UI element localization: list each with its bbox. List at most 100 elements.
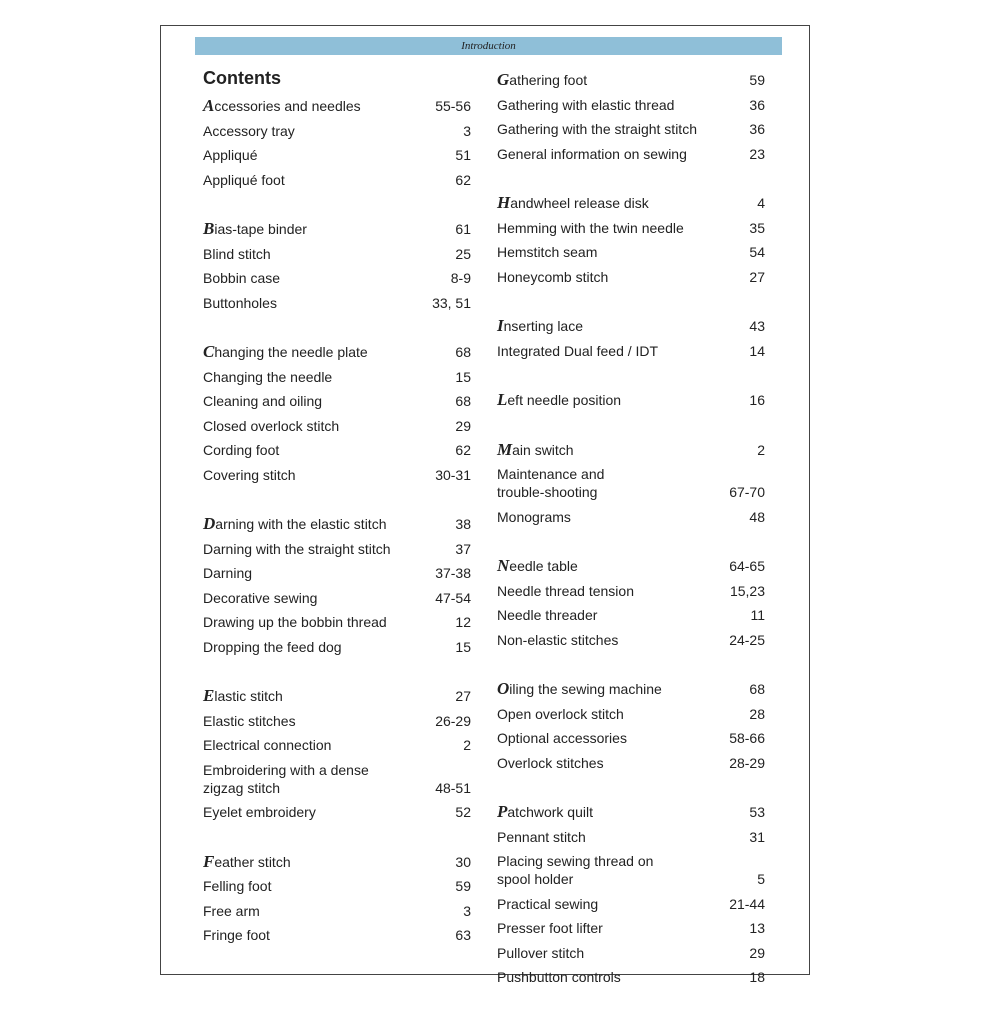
entry-label: Overlock stitches xyxy=(497,754,604,771)
index-entry: Gathering with elastic thread 36 xyxy=(497,92,765,117)
contents-title: Contents xyxy=(203,67,281,88)
entry-page: 36 xyxy=(749,96,765,113)
entry-page: 35 xyxy=(749,219,765,236)
index-entry: Accessories and needles 55-56 xyxy=(203,94,471,119)
entry-page: 14 xyxy=(749,342,765,359)
index-entry: Overlock stitches 28-29 xyxy=(497,750,765,775)
index-entry: Honeycomb stitch 27 xyxy=(497,264,765,289)
entry-page: 21-44 xyxy=(729,895,765,912)
index-entry: Darning with the elastic stitch 38 xyxy=(203,512,471,537)
entry-page: 3 xyxy=(463,902,471,919)
entry-page: 15,23 xyxy=(729,582,765,599)
entry-label: Honeycomb stitch xyxy=(497,268,609,285)
entry-label: Practical sewing xyxy=(497,895,599,912)
entry-label: Darning with the elastic stitch xyxy=(203,514,387,533)
entry-label: Bobbin case xyxy=(203,270,281,286)
index-entry: Drawing up the bobbin thread 12 xyxy=(203,610,471,635)
entry-label: Gathering with elastic thread xyxy=(497,96,675,113)
index-entry: Patchwork quilt 53 xyxy=(497,800,765,825)
entry-label: Appliqué foot xyxy=(203,171,285,188)
entry-page: 13 xyxy=(749,920,765,936)
index-group: Inserting lace 43 Integrated Dual feed / I… xyxy=(497,314,765,363)
entry-page: 15 xyxy=(455,368,471,385)
entry-label: Oiling the sewing machine xyxy=(497,679,662,698)
entry-label: Pushbutton controls xyxy=(497,969,621,985)
index-entry: Gathering foot 59 xyxy=(497,68,765,93)
index-entry: Pullover stitch 29 xyxy=(497,940,765,965)
entry-page: 2 xyxy=(757,441,765,458)
index-entry: Practical sewing 21-44 xyxy=(497,891,765,916)
index-entry: Buttonholes 33, 51 xyxy=(203,290,471,315)
index-group: Handwheel release disk 4 Hemming with the … xyxy=(497,191,765,289)
entry-label: Darning with the straight stitch xyxy=(203,540,391,557)
index-entry: Needle thread tension 15,23 xyxy=(497,578,765,603)
index-entry: Inserting lace 43 xyxy=(497,314,765,339)
index-entry: Hemming with the twin needle 35 xyxy=(497,215,765,240)
entry-page: 58-66 xyxy=(729,730,765,746)
index-group: Left needle position 16 xyxy=(497,388,765,413)
index-entry: Open overlock stitch 28 xyxy=(497,701,765,726)
entry-page: 30 xyxy=(455,853,471,870)
entry-label: Covering stitch xyxy=(203,466,296,483)
entry-page: 26-29 xyxy=(435,712,471,729)
entry-page: 51 xyxy=(455,147,471,163)
index-group: Main switch 2 Maintenance and trouble-shoo… xyxy=(497,437,765,529)
index-entry: Needle table 64-65 xyxy=(497,554,765,579)
entry-label: Pennant stitch xyxy=(497,828,586,845)
entry-label: Changing the needle plate xyxy=(203,342,368,361)
entry-page: 28 xyxy=(749,705,765,722)
entry-label: Optional accessories xyxy=(497,730,627,746)
entry-page: 38 xyxy=(455,516,471,532)
entry-label: Maintenance and trouble-shooting xyxy=(497,466,605,500)
index-entry: Presser foot lifter 13 xyxy=(497,916,765,941)
index-entry: Blind stitch 25 xyxy=(203,241,471,266)
index-group: Elastic stitch 27 Elastic stitches 26-29 Ele… xyxy=(203,684,471,825)
index-entry: Accessory tray 3 xyxy=(203,118,471,143)
index-entry: Closed overlock stitch 29 xyxy=(203,413,471,438)
entry-page: 30-31 xyxy=(435,466,471,483)
page-frame xyxy=(160,25,810,975)
entry-page: 37 xyxy=(455,540,471,557)
entry-page: 43 xyxy=(749,318,765,334)
entry-label: Needle thread tension xyxy=(497,582,634,599)
entry-page: 27 xyxy=(455,688,471,704)
entry-page: 2 xyxy=(463,737,471,753)
entry-page: 31 xyxy=(749,828,765,845)
entry-label: Accessory tray xyxy=(203,122,295,139)
entry-label: Feather stitch xyxy=(203,851,291,871)
index-group: Feather stitch 30 Felling foot 59 Free arm 3 F… xyxy=(203,849,471,947)
entry-page: 15 xyxy=(455,638,471,655)
index-group: Needle table 64-65 Needle thread tension 15… xyxy=(497,554,765,652)
entry-label: Elastic stitch xyxy=(203,686,283,705)
index-entry: General information on sewing 23 xyxy=(497,141,765,166)
entry-page: 68 xyxy=(749,681,765,697)
entry-page: 63 xyxy=(455,927,471,943)
entry-page: 36 xyxy=(749,121,765,137)
entry-page: 4 xyxy=(757,195,765,211)
entry-label: Changing the needle xyxy=(203,368,333,385)
entry-label: Needle table xyxy=(497,556,578,575)
entry-page: 3 xyxy=(463,122,471,139)
index-entry: Gathering with the straight stitch 36 xyxy=(497,117,765,142)
entry-label: Appliqué xyxy=(203,147,258,163)
index-entry: Eyelet embroidery 52 xyxy=(203,800,471,825)
entry-page: 29 xyxy=(749,944,765,961)
index-entry: Dropping the feed dog 15 xyxy=(203,634,471,659)
entry-label: Hemstitch seam xyxy=(497,244,598,260)
entry-label: Left needle position xyxy=(497,390,622,409)
index-entry: Pennant stitch 31 xyxy=(497,824,765,849)
entry-page: 62 xyxy=(455,442,471,458)
entry-page: 29 xyxy=(455,417,471,434)
entry-label: Blind stitch xyxy=(203,245,271,262)
index-group: Oiling the sewing machine 68 Open overlock… xyxy=(497,677,765,775)
entry-page: 5 xyxy=(757,871,765,887)
index-group: Darning with the elastic stitch 38 Darning… xyxy=(203,512,471,659)
index-entry: Felling foot 59 xyxy=(203,874,471,899)
index-entry: Darning with the straight stitch 37 xyxy=(203,536,471,561)
entry-label: General information on sewing xyxy=(497,145,687,162)
contents-column: Gathering foot 59 Gathering with elastic t… xyxy=(497,68,765,1014)
entry-page: 8-9 xyxy=(450,270,471,286)
entry-label: Gathering with the straight stitch xyxy=(497,121,697,137)
entry-page: 47-54 xyxy=(435,589,471,606)
entry-label: Hemming with the twin needle xyxy=(497,219,684,236)
